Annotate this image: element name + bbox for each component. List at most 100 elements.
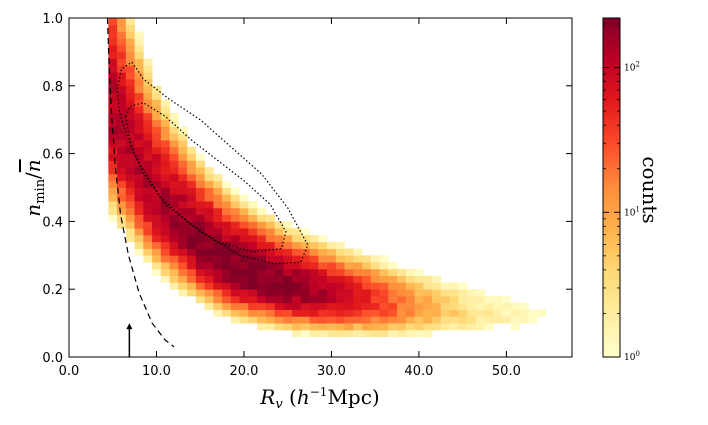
heatmap-cell	[300, 228, 310, 236]
heatmap-cell	[397, 295, 407, 304]
heatmap-cell	[379, 329, 389, 338]
heatmap-cell	[318, 262, 328, 270]
heatmap-cell	[117, 194, 127, 202]
heatmap-cell	[143, 194, 153, 202]
heatmap-cell	[248, 289, 258, 297]
heatmap-cell	[257, 323, 267, 331]
heatmap-cell	[230, 187, 240, 195]
heatmap-cell	[405, 275, 415, 283]
heatmap-cell	[213, 262, 223, 270]
heatmap-cell	[204, 234, 214, 243]
heatmap-cell	[467, 302, 477, 310]
heatmap-cell	[414, 289, 424, 297]
heatmap-cell	[265, 295, 275, 304]
heatmap-cell	[125, 167, 136, 175]
heatmap-cell	[169, 126, 179, 134]
heatmap-cell	[274, 241, 284, 249]
heatmap-cell	[152, 268, 162, 277]
heatmap-cell	[344, 282, 354, 290]
heatmap-cell	[152, 119, 162, 127]
heatmap-cell	[222, 201, 232, 209]
heatmap-cell	[449, 289, 459, 297]
heatmap-cell	[502, 295, 512, 304]
heatmap-cell	[344, 275, 354, 283]
heatmap-cell	[510, 323, 520, 331]
heatmap-cell	[300, 234, 310, 243]
heatmap-cell	[213, 268, 223, 277]
heatmap-cell	[204, 167, 214, 175]
heatmap-cell	[257, 309, 267, 317]
heatmap-cell	[108, 133, 118, 141]
heatmap-cell	[213, 282, 223, 290]
heatmap-cell	[230, 302, 240, 310]
heatmap-cell	[327, 262, 337, 270]
heatmap-cell	[300, 302, 310, 310]
heatmap-cell	[292, 241, 302, 249]
heatmap-cell	[230, 228, 240, 236]
heatmap-cell	[108, 24, 118, 32]
y-tick-label: 0.6	[42, 148, 63, 163]
heatmap-cell	[449, 302, 459, 310]
heatmap-cell	[239, 194, 249, 202]
arrow-head	[126, 323, 133, 330]
heatmap-cell	[222, 234, 232, 243]
heatmap-cell	[265, 221, 275, 229]
heatmap-cell	[353, 248, 363, 256]
heatmap-cell	[169, 268, 179, 277]
heatmap-cell	[195, 234, 205, 243]
heatmap-cell	[152, 201, 162, 209]
heatmap-cell	[274, 228, 284, 236]
heatmap-cell	[467, 289, 477, 297]
heatmap-cell	[528, 309, 538, 317]
heatmap-cell	[134, 45, 144, 53]
heatmap-cell	[178, 221, 188, 229]
heatmap-cell	[353, 295, 363, 304]
heatmap-cell	[257, 282, 267, 290]
heatmap-cell	[117, 153, 127, 161]
heatmap-cell	[213, 214, 223, 222]
heatmap-cell	[292, 268, 302, 277]
heatmap-cell	[362, 302, 372, 310]
y-axis-ticks: 0.0 0.2 0.4 0.6 0.8 1.0	[42, 12, 572, 366]
heatmap-cell	[283, 289, 293, 297]
heatmap-cell	[178, 289, 188, 297]
heatmap-cell	[108, 65, 118, 73]
heatmap-cell	[300, 241, 310, 249]
heatmap-cell	[318, 329, 328, 338]
heatmap-cell	[467, 309, 477, 317]
heatmap-cell	[335, 323, 345, 331]
heatmap-cell	[125, 234, 136, 243]
heatmap-cell	[414, 268, 424, 277]
heatmap-cell	[108, 58, 118, 66]
heatmap-cell	[248, 201, 258, 209]
heatmap-cell	[327, 295, 337, 304]
heatmap-cell	[292, 255, 302, 263]
heatmap-cell	[414, 323, 424, 331]
heatmap-cell	[204, 207, 214, 216]
heatmap-cell	[388, 275, 398, 283]
heatmap-cell	[335, 275, 345, 283]
heatmap-cell	[213, 302, 223, 310]
heatmap-cell	[160, 119, 170, 127]
heatmap-cell	[143, 72, 153, 80]
heatmap-cell	[248, 228, 258, 236]
heatmap-cell	[178, 207, 188, 216]
heatmap-cell	[239, 201, 249, 209]
heatmap-cell	[213, 275, 223, 283]
heatmap-cell	[397, 268, 407, 277]
heatmap-cell	[344, 323, 354, 331]
heatmap-cell	[370, 255, 380, 263]
heatmap-cell	[108, 92, 118, 100]
heatmap-cell	[458, 309, 468, 317]
heatmap-cell	[195, 289, 205, 297]
heatmap-cell	[397, 329, 407, 338]
heatmap-cell	[265, 316, 275, 324]
heatmap-cell	[143, 140, 153, 148]
heatmap-cell	[108, 119, 118, 127]
heatmap-cell	[230, 268, 240, 277]
heatmap-cell	[300, 329, 310, 338]
heatmap-cell	[160, 241, 170, 249]
heatmap-cell	[265, 268, 275, 277]
heatmap-cell	[160, 248, 170, 256]
heatmap-cell	[239, 275, 249, 283]
